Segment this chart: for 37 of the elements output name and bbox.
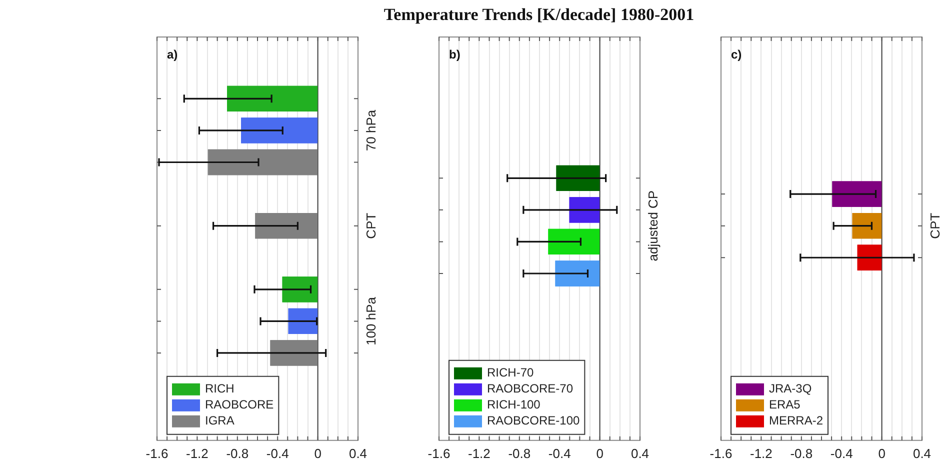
legend-label: RAOBCORE — [205, 398, 274, 412]
x-tick-label: -0.8 — [508, 446, 531, 461]
annotation: a) — [167, 47, 178, 62]
legend-label: RAOBCORE-70 — [487, 382, 574, 396]
x-tick-label: -1.2 — [186, 446, 208, 461]
y-tick-label: CPT — [928, 212, 943, 239]
legend-label: RICH-70 — [487, 366, 534, 380]
legend-label: RICH — [205, 382, 234, 396]
x-tick-label: 0 — [878, 446, 886, 461]
x-tick-label: 0.4 — [348, 446, 368, 461]
x-tick-label: -1.6 — [146, 446, 168, 461]
x-tick-label: -0.8 — [790, 446, 813, 461]
legend-label: JRA-3Q — [769, 382, 812, 396]
x-tick-label: -0.4 — [266, 446, 289, 461]
y-tick-label: adjusted CP — [646, 190, 661, 262]
annotation: b) — [449, 47, 460, 62]
x-tick-label: -0.4 — [548, 446, 571, 461]
x-tick-label: 0 — [314, 446, 322, 461]
legend-label: RICH-100 — [487, 398, 541, 412]
x-tick-label: -1.2 — [468, 446, 490, 461]
legend-label: RAOBCORE-100 — [487, 414, 580, 428]
x-tick-label: -1.2 — [750, 446, 772, 461]
x-tick-label: -1.6 — [710, 446, 732, 461]
legend-label: MERRA-2 — [769, 414, 824, 428]
x-tick-label: 0.4 — [912, 446, 932, 461]
legend-label: IGRA — [205, 414, 234, 428]
x-tick-label: -0.8 — [226, 446, 249, 461]
chart-title: Temperature Trends [K/decade] 1980-2001 — [384, 5, 694, 25]
y-tick-label: 100 hPa — [364, 296, 379, 346]
y-tick-label: CPT — [364, 212, 379, 239]
y-tick-label: 70 hPa — [364, 109, 379, 152]
legend-label: ERA5 — [769, 398, 801, 412]
annotation: c) — [731, 47, 742, 62]
x-tick-label: -1.6 — [428, 446, 450, 461]
x-tick-label: 0.4 — [630, 446, 650, 461]
x-tick-label: 0 — [596, 446, 604, 461]
x-tick-label: -0.4 — [830, 446, 853, 461]
